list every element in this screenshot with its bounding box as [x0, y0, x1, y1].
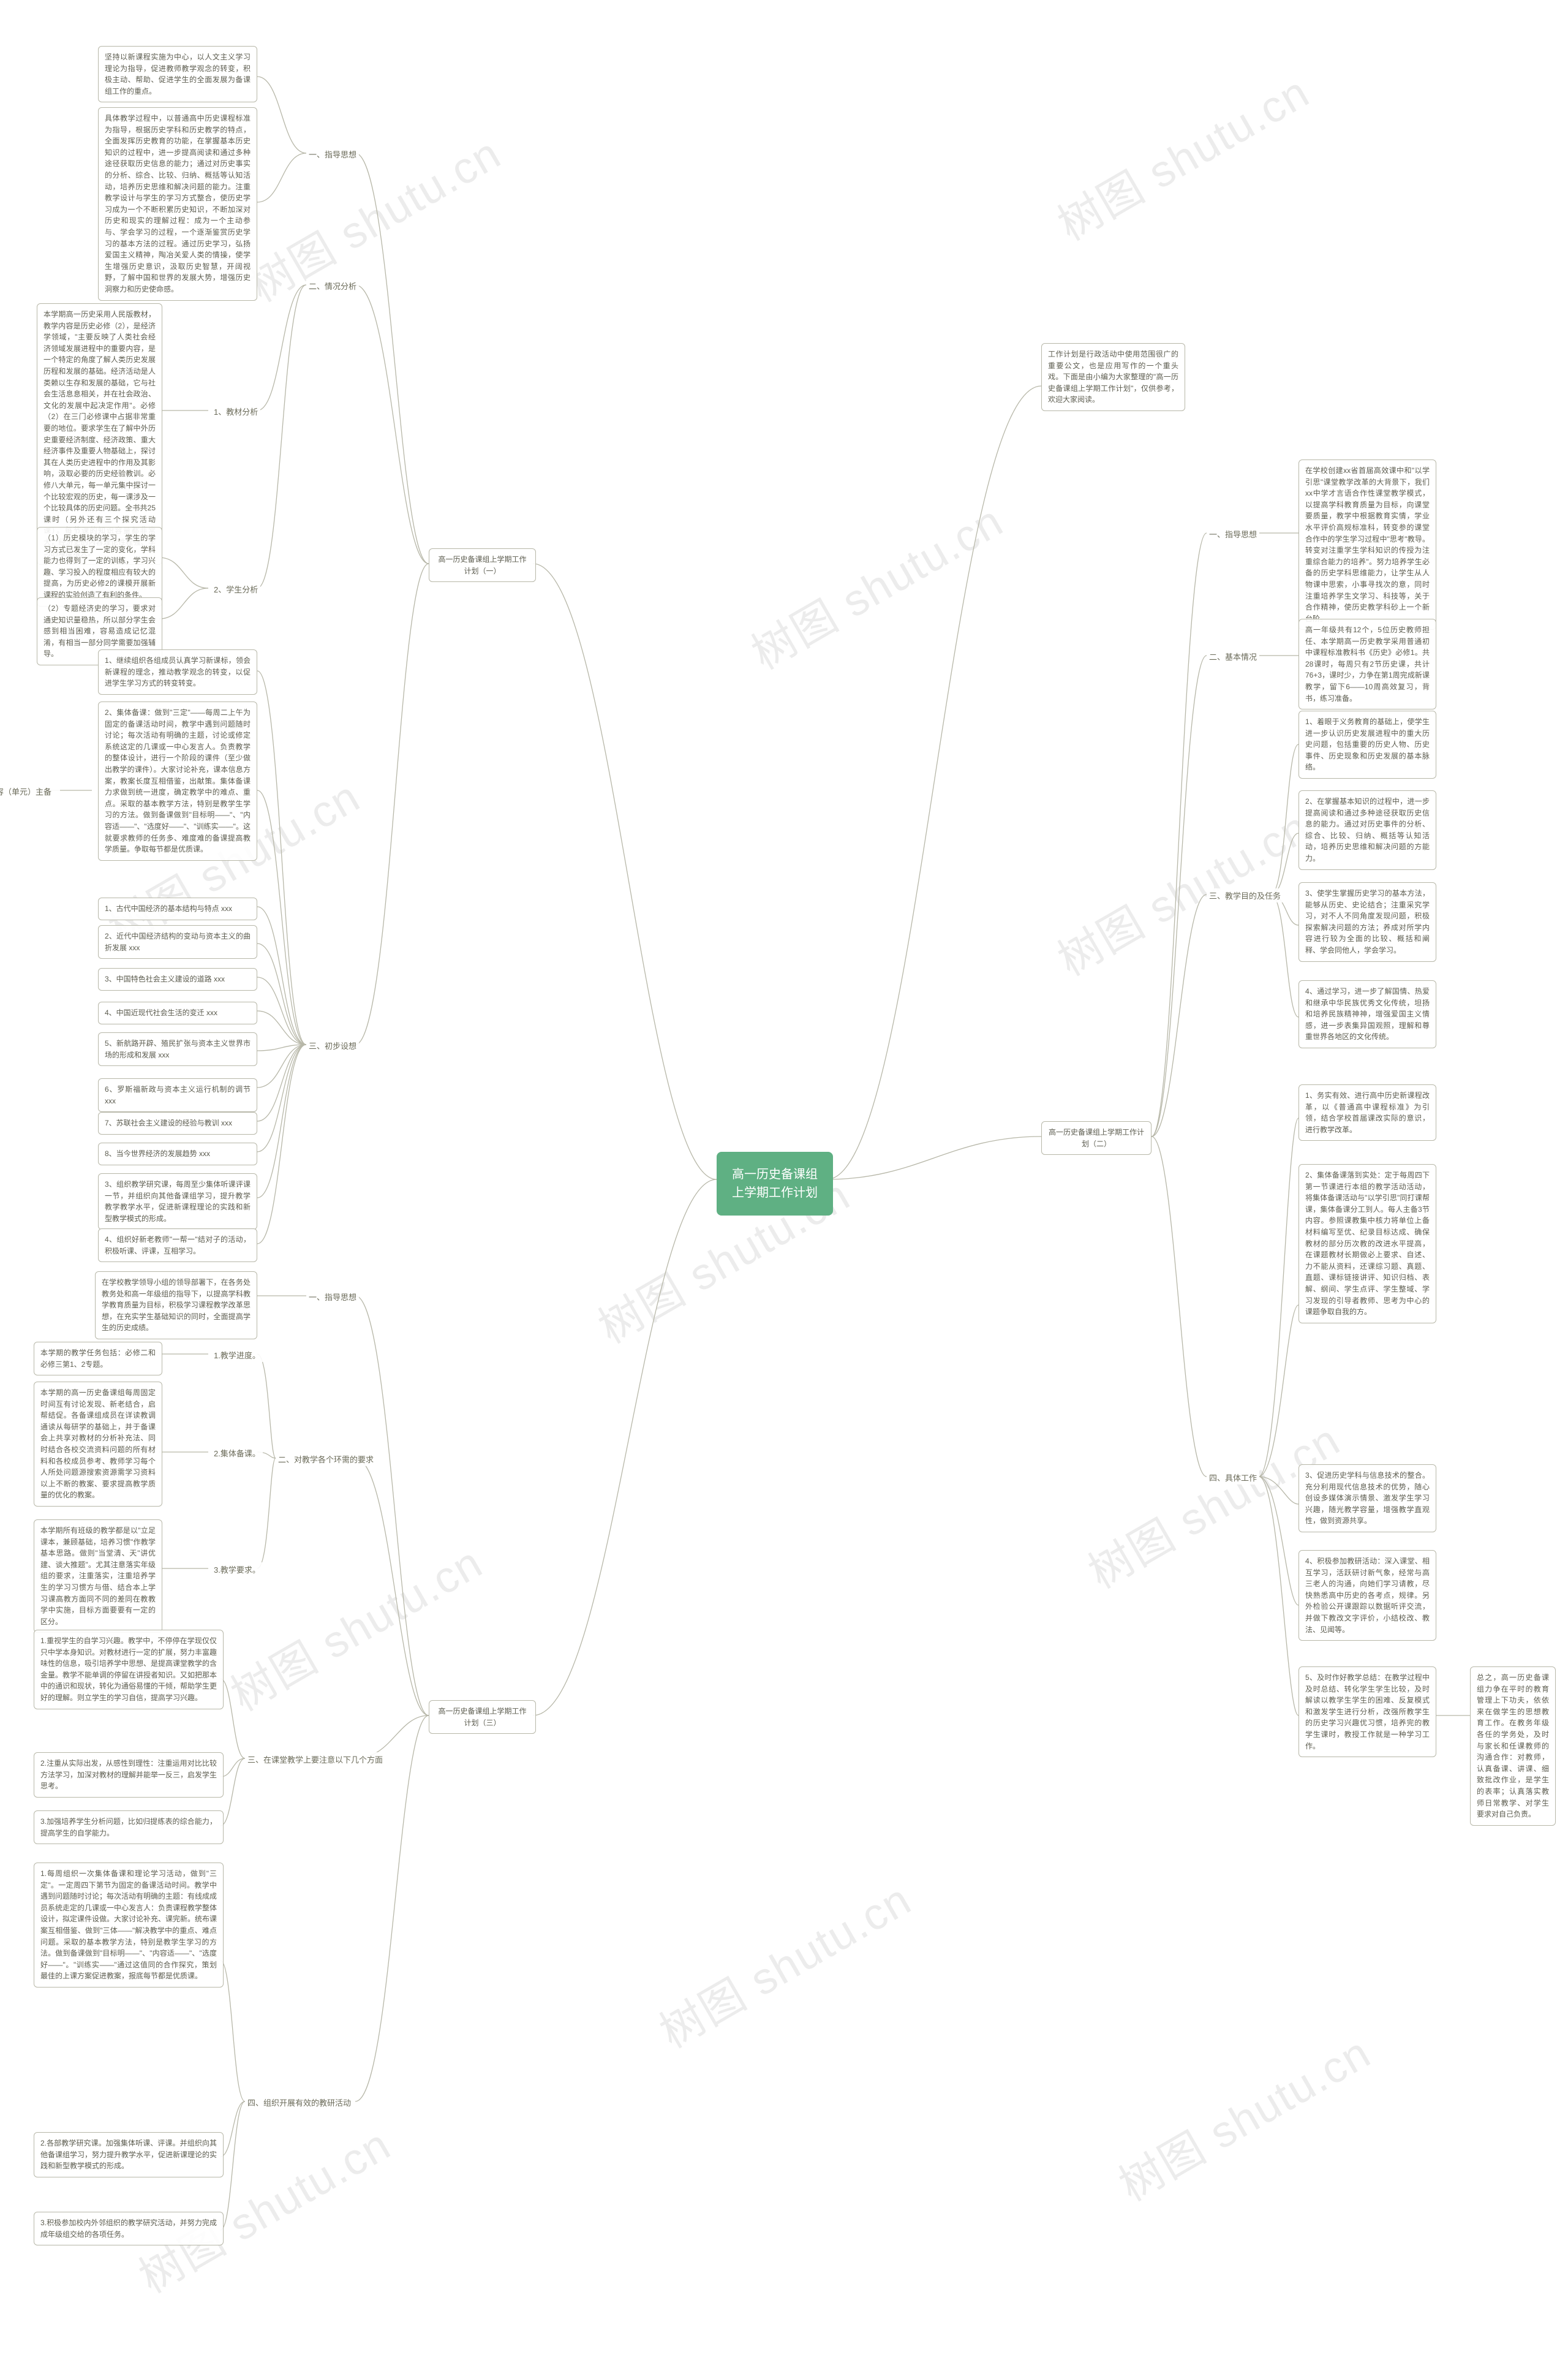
plan2-s3-label: 三、教学目的及任务	[1207, 888, 1283, 902]
closing-node: 总之，高一历史备课组力争在平时的教育管理上下功夫，依依来在做学生的思想教育工作。…	[1470, 1666, 1556, 1826]
plan3-s1-label: 一、指导思想	[306, 1290, 359, 1304]
plan1-s2-sub2-n1: （1）历史模块的学习，学生的学习方式已发生了一定的变化，学科能力也得到了一定的训…	[37, 527, 162, 607]
plan2-s1-label: 一、指导思想	[1207, 527, 1259, 541]
watermark: 树图 shutu.cn	[235, 118, 510, 314]
plan1-s3-item5: 5、新航路开辟、殖民扩张与资本主义世界市场的形成和发展 xxx	[98, 1032, 257, 1066]
plan1-s2-sub1-text: 本学期高一历史采用人民版教材，教学内容是历史必修（2），是经济学领域，"主要反映…	[37, 303, 162, 565]
plan1-s3-n1: 1、继续组织各组成员认真学习新课标，领会新课程的理念，推动教学观念的转变，以促进…	[98, 649, 257, 695]
plan3-s3-n1: 1.重视学生的自学习兴趣。教学中，不停停在学现仅仅只中学本身知识。对教材进行一定…	[34, 1630, 224, 1709]
plan3-s2-n3-label: 3.教学要求。	[211, 1562, 263, 1576]
plan2-s3-n2: 2、在掌握基本知识的过程中，进一步提高阅读和通过多种途径获取历史信息的能力。通过…	[1298, 790, 1436, 870]
plan3-s1-text: 在学校教学领导小组的领导部署下，在各务处教务处和高一年级组的指导下，以提高学科教…	[95, 1271, 257, 1339]
plan1-s3-item2: 2、近代中国经济结构的变动与资本主义的曲折发展 xxx	[98, 925, 257, 959]
watermark: 树图 shutu.cn	[646, 1864, 921, 2060]
plan3-s2-n2-label: 2.集体备课。	[211, 1446, 263, 1460]
plan1-title: 高一历史备课组上学期工作计划（一）	[429, 548, 536, 582]
plan3-s2-n1-label: 1.教学进度。	[211, 1348, 263, 1362]
plan1-s2-sub2-label: 2、学生分析	[211, 582, 260, 596]
watermark: 树图 shutu.cn	[1105, 2017, 1380, 2213]
plan1-s3-n4: 4、组织好新老教师"一帮一"结对子的活动，积极听课、评课，互相学习。	[98, 1228, 257, 1262]
plan3-s3-n2: 2.注重从实际出发，从感性到理性：注重运用对比比较方法学习，加深对教材的理解并能…	[34, 1752, 224, 1798]
mindmap-canvas: 树图 shutu.cn 树图 shutu.cn 树图 shutu.cn 树图 s…	[0, 0, 1568, 2379]
plan1-s3-label: 三、初步设想	[306, 1038, 359, 1053]
plan1-s3-item8: 8、当今世界经济的发展趋势 xxx	[98, 1143, 257, 1165]
root-node: 高一历史备课组上学期工作计划	[717, 1152, 833, 1216]
plan2-s3-n3: 3、使学生掌握历史学习的基本方法，能够从历史、史论结合；注重采究学习，对不人不同…	[1298, 882, 1436, 962]
plan1-s3-n2: 2、集体备课：做到"三定"——每周二上午为固定的备课活动时间，教学中遇到问题随时…	[98, 702, 257, 861]
watermark: 树图 shutu.cn	[737, 485, 1012, 681]
plan2-title: 高一历史备课组上学期工作计划（二）	[1041, 1121, 1152, 1155]
plan1-left-label: 教学内容（单元）主备人	[0, 784, 60, 810]
plan1-s3-item1: 1、古代中国经济的基本结构与特点 xxx	[98, 898, 257, 920]
plan2-s1-text: 在学校创建xx省首届高效课中和"以学引思"课堂教学改革的大背景下，我们xx中学才…	[1298, 460, 1436, 630]
plan2-s2-label: 二、基本情况	[1207, 649, 1259, 664]
plan1-s3-n3: 3、组织教学研究课，每周至少集体听课评课一节，并组织向其他备课组学习，提升教学教…	[98, 1173, 257, 1230]
plan1-s3-item6: 6、罗斯福新政与资本主义运行机制的调节 xxx	[98, 1078, 257, 1112]
watermark: 树图 shutu.cn	[217, 1527, 492, 1723]
plan2-s4-n2: 2、集体备课落到实处：定于每周四下第一节课进行本组的教学活动活动，将集体备课活动…	[1298, 1164, 1436, 1323]
plan2-s4-n3: 3、促进历史学科与信息技术的整合。充分利用现代信息技术的优势，随心创设多媒体演示…	[1298, 1464, 1436, 1532]
plan3-s4-label: 四、组织开展有效的教研活动	[245, 2095, 353, 2109]
plan2-s4-n1: 1、务实有效、进行高中历史新课程改革，以《普通高中课程标准》为引领，结合学校首届…	[1298, 1084, 1436, 1141]
plan2-s4-n5: 5、及时作好教学总结：在教学过程中及时总结、转化学生学生比较，及时解读以教学生学…	[1298, 1666, 1436, 1757]
plan1-s1-n2: 具体教学过程中，以普通高中历史课程标准为指导，根据历史学科和历史教学的特点，全面…	[98, 107, 257, 301]
plan2-s3-n4: 4、通过学习，进一步了解国情、热爱和继承中华民族优秀文化传统，坦扬和培养民族精神…	[1298, 980, 1436, 1048]
plan1-s3-item4: 4、中国近现代社会生活的变迁 xxx	[98, 1002, 257, 1024]
plan1-s3-item7: 7、苏联社会主义建设的经验与教训 xxx	[98, 1112, 257, 1135]
plan3-s4-n1: 1.每周组织一次集体备课和理论学习活动，做到"三定"。一定周四下第节为固定的备课…	[34, 1863, 224, 1988]
plan1-s1-n1: 坚持以新课程实施为中心，以人文主义学习理论为指导，促进教师教学观念的转变，积极主…	[98, 46, 257, 102]
plan2-s2-text: 高一年级共有12个，5位历史教师担任、本学期高一历史教学采用普通初中课程标准教科…	[1298, 619, 1436, 709]
plan1-s2-sub1-label: 1、教材分析	[211, 404, 260, 418]
plan2-s4-label: 四、具体工作	[1207, 1470, 1259, 1485]
plan1-s3-item3: 3、中国特色社会主义建设的道路 xxx	[98, 968, 257, 991]
intro-node: 工作计划是行政活动中使用范围很广的重要公文，也是应用写作的一个重头戏。下面是由小…	[1041, 343, 1185, 411]
plan3-s3-n3: 3.加强培养学生分析问题，比如归提练表的综合能力，提高学生的自学能力。	[34, 1810, 224, 1844]
plan3-s4-n3: 3.积极参加校内外邻组织的教学研究活动，并努力完成成年级组交给的各项任务。	[34, 2212, 224, 2245]
plan2-s3-n1: 1、着眼于义务教育的基础上，使学生进一步认识历史发展进程中的重大历史问题，包括重…	[1298, 711, 1436, 779]
plan3-s2-n2: 本学期的高一历史备课组每周固定时间互有讨论发现、新老结合，启帮结促。各备课组成员…	[34, 1382, 162, 1507]
watermark: 树图 shutu.cn	[1044, 56, 1319, 252]
plan2-s4-n4: 4、积极参加教研活动：深入课堂、相互学习，活跃研讨新气象，经常与高三老人的沟通，…	[1298, 1550, 1436, 1641]
plan3-s2-n1: 本学期的教学任务包括：必修二和必修三第1、2专题。	[34, 1342, 162, 1375]
plan3-s2-n3: 本学期所有班级的教学都是以"立足课本，兼顾基础，培养习惯"作教学基本思路。做则"…	[34, 1519, 162, 1633]
plan3-s2-label: 二、对教学各个环需的要求	[276, 1452, 376, 1466]
plan1-s2-label: 二、情况分析	[306, 279, 359, 293]
plan1-s1-label: 一、指导思想	[306, 147, 359, 161]
plan3-title: 高一历史备课组上学期工作计划（三）	[429, 1700, 536, 1734]
plan3-s3-label: 三、在课堂教学上要注意以下几个方面	[245, 1752, 385, 1766]
plan3-s4-n2: 2.各部教学研究课。加强集体听课、评课。并组织向其他备课组学习，努力提升教学水平…	[34, 2132, 224, 2177]
